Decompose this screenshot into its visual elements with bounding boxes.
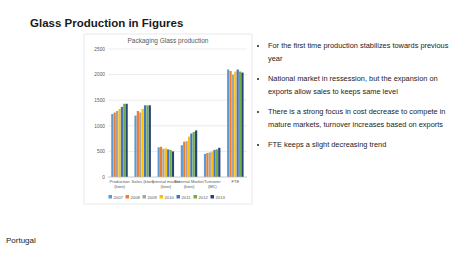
x-tick-label-line: (kton): [114, 184, 125, 189]
bar: [121, 107, 123, 177]
legend-label: 2007: [114, 195, 124, 200]
bullet: For the first time production stabilizes…: [268, 40, 450, 65]
bar: [134, 116, 136, 177]
legend-label: 2009: [148, 195, 158, 200]
bar: [211, 151, 213, 177]
bar: [218, 148, 220, 177]
legend-swatch: [160, 195, 164, 199]
bar: [188, 137, 190, 177]
legend-swatch: [109, 195, 113, 199]
bar: [139, 112, 141, 177]
bar: [186, 141, 188, 177]
bar: [126, 104, 128, 177]
grid-line: [108, 74, 247, 75]
x-tick-label: External Market(kton): [174, 179, 204, 189]
legend-label: 2010: [165, 195, 175, 200]
x-tick-label: Turnover(M€): [204, 179, 221, 189]
grid-line: [108, 125, 247, 126]
bullet: There is a strong focus in cost decrease…: [268, 106, 450, 131]
bar: [169, 150, 171, 177]
chart-title: Packaging Glass production: [128, 37, 209, 45]
legend-label: 2011: [182, 195, 192, 200]
bar: [216, 149, 218, 177]
grid-line: [108, 151, 247, 152]
bar: [167, 149, 169, 177]
bar: [195, 130, 197, 177]
bar: [234, 72, 236, 177]
bar: [241, 73, 243, 177]
bar: [137, 111, 139, 177]
legend-swatch: [194, 195, 198, 199]
bar: [181, 145, 183, 177]
bar: [162, 149, 164, 177]
legend: 2007 2008 2009 2010 2011 2012 2013: [109, 195, 226, 200]
legend-label: 2008: [131, 195, 141, 200]
bullet: National market in ressession, but the e…: [268, 73, 450, 98]
bar: [165, 148, 167, 177]
bar: [206, 153, 208, 177]
y-tick-label: 0: [102, 175, 105, 180]
legend-swatch: [143, 195, 147, 199]
legend-swatch: [177, 195, 181, 199]
bar: [146, 105, 148, 177]
chart: Packaging Glass production 0 500 1000 1500 20…: [0, 0, 450, 253]
bar: [227, 69, 229, 177]
chart-frame: [84, 34, 252, 204]
x-tick-label-line: FTE: [231, 179, 239, 184]
bullet: FTE keeps a slight decreasing trend: [268, 139, 450, 152]
grid-line: [108, 49, 247, 50]
bar: [239, 72, 241, 177]
bar: [193, 132, 195, 177]
bar: [123, 104, 125, 177]
bar: [237, 69, 239, 177]
bar: [229, 71, 231, 177]
x-tick-label-line: (M€): [208, 184, 217, 189]
bars: [111, 69, 243, 177]
bar: [160, 147, 162, 177]
x-axis: [108, 177, 247, 178]
bar: [209, 152, 211, 177]
bar: [114, 112, 116, 177]
bar: [204, 154, 206, 177]
x-tick-label-line: (kton): [161, 184, 172, 189]
legend-swatch: [211, 195, 215, 199]
bar: [142, 109, 144, 177]
footer: Portugal: [6, 236, 36, 245]
bar: [111, 114, 113, 177]
bar: [213, 150, 215, 177]
y-tick-label: 1500: [94, 98, 105, 103]
y-tick-label: 500: [97, 149, 105, 154]
legend-swatch: [126, 195, 130, 199]
legend-label: 2012: [199, 195, 209, 200]
bar: [149, 105, 151, 177]
y-tick-label: 2000: [94, 72, 105, 77]
bar: [232, 75, 234, 177]
grid-line: [108, 177, 247, 178]
bar: [158, 147, 160, 177]
x-tick-label-line: (kton): [184, 184, 195, 189]
grid-line: [108, 100, 247, 101]
x-tick-label: Production(kton): [110, 179, 131, 189]
y-tick-label: 2500: [94, 47, 105, 52]
y-tick-label: 1000: [94, 124, 105, 129]
bar: [190, 133, 192, 177]
bar: [118, 109, 120, 177]
legend-label: 2013: [216, 195, 226, 200]
bullet-list: For the first time production stabilizes…: [258, 40, 450, 160]
slide-title: Glass Production in Figures: [30, 17, 183, 29]
bar: [144, 105, 146, 177]
bar: [172, 151, 174, 177]
x-tick-label: FTE: [231, 179, 239, 184]
bar: [116, 111, 118, 177]
bar: [183, 142, 185, 177]
